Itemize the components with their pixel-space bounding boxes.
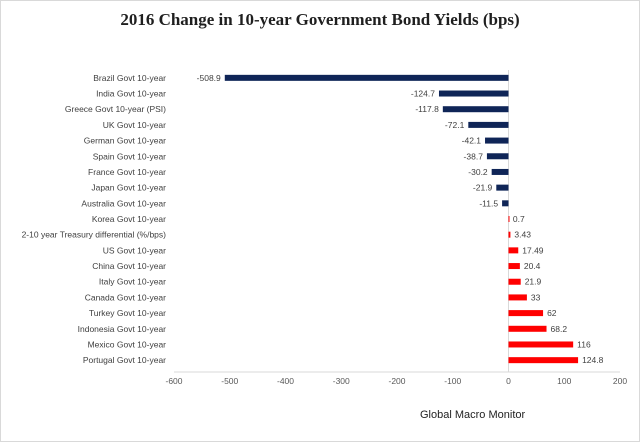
data-label: 0.7 [513, 214, 525, 224]
data-label: 20.4 [524, 261, 541, 271]
category-label: Brazil Govt 10-year [93, 73, 166, 83]
bar [508, 216, 510, 222]
data-label: -21.9 [473, 183, 493, 193]
category-label: India Govt 10-year [96, 89, 166, 99]
x-tick-label: 0 [506, 376, 511, 386]
bar [508, 341, 574, 348]
category-label: Japan Govt 10-year [91, 183, 166, 193]
category-label: UK Govt 10-year [103, 120, 166, 130]
bar [508, 247, 519, 254]
data-label: -117.8 [415, 104, 439, 114]
bar [508, 310, 544, 317]
category-label: Indonesia Govt 10-year [78, 324, 167, 334]
bar [491, 168, 509, 175]
data-label: -42.1 [462, 136, 482, 146]
x-tick-label: 200 [613, 376, 627, 386]
category-label: 2-10 year Treasury differential (%/bps) [22, 230, 167, 240]
bar [224, 74, 509, 81]
bar [508, 278, 521, 285]
bar [496, 184, 509, 191]
data-label: -30.2 [468, 167, 488, 177]
bar [508, 263, 520, 270]
bar [438, 90, 509, 97]
category-label: Australia Govt 10-year [81, 198, 166, 208]
data-label: -508.9 [197, 73, 221, 83]
x-tick-label: -300 [333, 376, 350, 386]
x-tick-label: -200 [388, 376, 405, 386]
data-label: 62 [547, 308, 557, 318]
bar [502, 200, 509, 207]
category-label: Mexico Govt 10-year [88, 339, 167, 349]
x-tick-label: -400 [277, 376, 294, 386]
data-label: -124.7 [411, 89, 435, 99]
category-label: Portugal Govt 10-year [83, 355, 166, 365]
category-label: France Govt 10-year [88, 167, 166, 177]
bar [508, 325, 547, 332]
data-label: 3.43 [514, 230, 531, 240]
data-label: 33 [531, 292, 541, 302]
bar [508, 294, 527, 301]
data-label: 124.8 [582, 355, 604, 365]
bar [468, 121, 509, 128]
x-tick-label: -100 [444, 376, 461, 386]
bar [486, 153, 509, 160]
category-label: Greece Govt 10-year (PSI) [65, 104, 166, 114]
bar [442, 106, 509, 113]
x-tick-label: 100 [557, 376, 571, 386]
x-tick-label: -500 [221, 376, 238, 386]
x-tick-label: -600 [165, 376, 182, 386]
bar [508, 231, 511, 238]
bar [485, 137, 509, 144]
data-label: 116 [577, 339, 591, 349]
category-label: Spain Govt 10-year [93, 151, 166, 161]
category-label: Turkey Govt 10-year [89, 308, 166, 318]
data-label: 21.9 [525, 277, 542, 287]
chart-title: 2016 Change in 10-year Government Bond Y… [120, 10, 520, 29]
bar [508, 357, 579, 364]
source-label: Global Macro Monitor [420, 409, 526, 421]
category-label: Italy Govt 10-year [99, 277, 166, 287]
category-label: China Govt 10-year [92, 261, 166, 271]
data-label: -11.5 [479, 198, 498, 208]
data-label: -72.1 [445, 120, 465, 130]
data-label: 68.2 [551, 324, 568, 334]
category-label: German Govt 10-year [84, 136, 166, 146]
category-label: Canada Govt 10-year [85, 292, 166, 302]
data-label: -38.7 [464, 151, 484, 161]
category-label: Korea Govt 10-year [92, 214, 166, 224]
data-label: 17.49 [522, 245, 544, 255]
category-label: US Govt 10-year [103, 245, 166, 255]
